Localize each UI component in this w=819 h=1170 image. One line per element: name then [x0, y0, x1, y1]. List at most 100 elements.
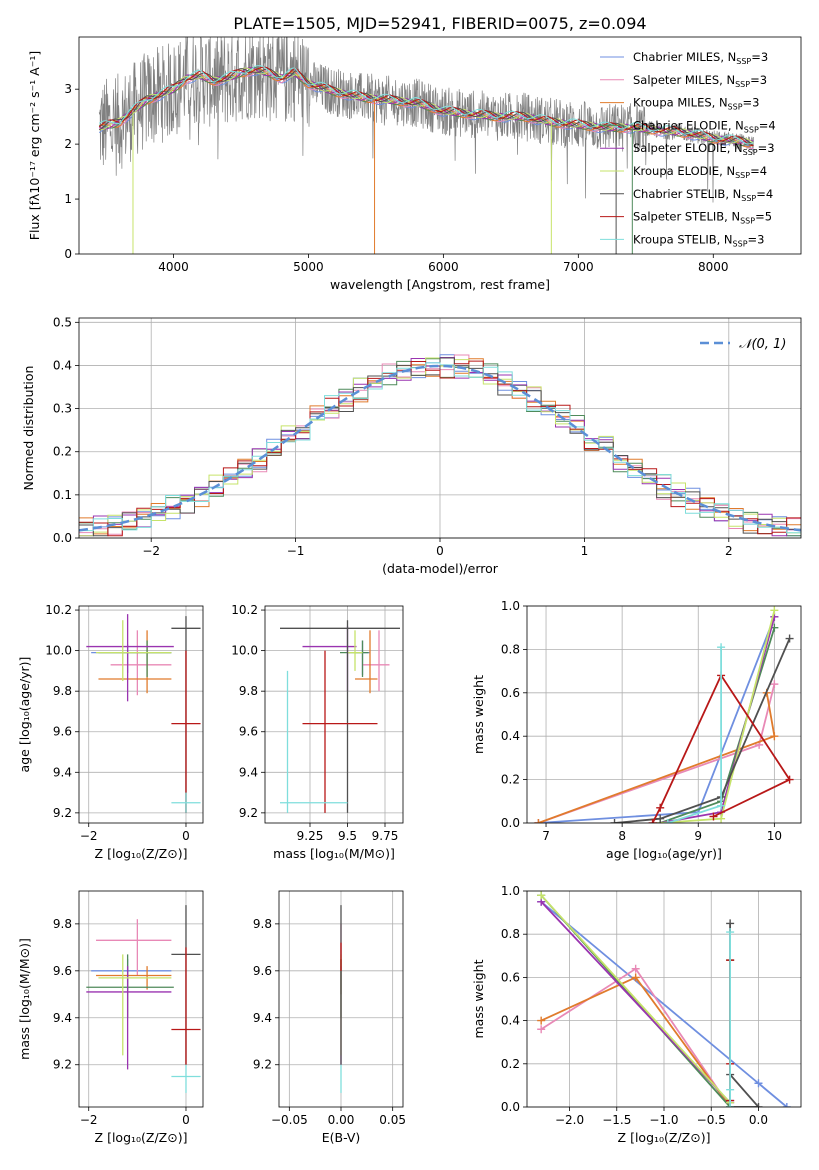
weight-marker: [610, 819, 619, 823]
x-tick-label: 4000: [158, 260, 189, 274]
y-tick-label: 0.3: [53, 402, 72, 416]
x-tick-label: −0.5: [697, 1113, 726, 1127]
x-tick-label: −1: [287, 544, 305, 558]
x-tick-label: 7000: [563, 260, 594, 274]
y-axis-label: Flux [fλ10⁻¹⁷ erg cm⁻² s⁻¹ A⁻¹]: [27, 51, 42, 240]
weight-marker: [648, 819, 657, 823]
y-tick-label: 9.6: [239, 725, 258, 739]
legend-entry: Salpeter STELIB, NSSP=5: [633, 210, 772, 226]
y-tick-label: 9.4: [239, 765, 258, 779]
y-tick-label: 9.6: [53, 725, 72, 739]
y-axis-label: mass [log₁₀(M/M⊙)]: [17, 938, 32, 1060]
legend-model-name: Salpeter MILES, N: [633, 73, 735, 87]
y-tick-label: 0.5: [53, 315, 72, 329]
y-tick-label: 0.2: [501, 1057, 520, 1071]
weight-marker: [537, 1025, 546, 1034]
axes-frame-group: 7 8 9 10 0.0 0.2 0.4 0.6 0.8 1.0 age [log₁₀(age/yr…: [471, 599, 802, 861]
legend-subscript: SSP: [740, 217, 755, 226]
weight-marker: [709, 812, 718, 821]
y-tick-label: 10.0: [231, 644, 258, 658]
y-tick-label: 9.2: [253, 1058, 272, 1072]
weight-marker: [785, 634, 794, 643]
legend-subscript: SSP: [735, 171, 750, 180]
x-tick-label: −1.0: [649, 1113, 678, 1127]
axes-mass_vs_EBV: −0.05 0.00 0.05 9.2 9.4 9.6 9.8 E(B-V): [253, 890, 406, 1145]
x-tick-label: 0.0: [749, 1113, 768, 1127]
normal-reference-curve: [79, 364, 801, 532]
legend-model-name: Chabrier STELIB, N: [633, 187, 741, 201]
y-tick-label: 1: [64, 192, 72, 206]
y-tick-label: 0.6: [501, 970, 520, 984]
y-axis-label: Normed distribution: [21, 366, 36, 491]
axes-frame-group: 9.25 9.5 9.75 9.2 9.4 9.6 9.8 10.0 10.2 mass [log…: [231, 603, 404, 861]
weight-marker: [770, 732, 779, 741]
axes-frame-group: 4000 5000 6000 7000 8000 0 1 2 3 wavelength [Angs…: [27, 36, 802, 292]
weight-marker: [754, 1103, 763, 1107]
x-tick-label: −1.5: [602, 1113, 631, 1127]
y-tick-label: 0: [64, 247, 72, 261]
legend-subscript: SSP: [744, 125, 759, 134]
axes-mass_vs_Z: −2 0 9.2 9.4 9.6 9.8 Z [log₁₀(Z/Z⊙)] mass [log₁…: [17, 890, 204, 1145]
y-tick-label: 9.2: [53, 806, 72, 820]
axes-spectrum: 4000 5000 6000 7000 8000 0 1 2 3 wavelength [Angs…: [27, 36, 802, 292]
y-tick-label: 10.2: [231, 603, 258, 617]
y-tick-label: 1.0: [501, 599, 520, 613]
y-tick-label: 0.6: [501, 686, 520, 700]
y-tick-label: 9.2: [53, 1058, 72, 1072]
legend-nssp: =4: [756, 187, 773, 201]
plot-area: [537, 891, 791, 1107]
x-tick-label: 0.05: [379, 1113, 406, 1127]
legend-model-name: Kroupa MILES, N: [633, 96, 728, 110]
y-tick-label: 9.4: [53, 765, 72, 779]
y-tick-label: 9.8: [253, 917, 272, 931]
plot-area: [86, 614, 201, 813]
axes-frame-group: −0.05 0.00 0.05 9.2 9.4 9.6 9.8 E(B-V): [253, 890, 406, 1145]
y-axis-label: mass weight: [471, 675, 486, 754]
legend-subscript: SSP: [735, 80, 750, 89]
plot-area: [79, 354, 801, 537]
weight-line: [540, 901, 788, 1107]
x-axis-label: mass [log₁₀(M/M⊙)]: [273, 846, 395, 861]
y-tick-label: 9.8: [53, 917, 72, 931]
x-tick-label: −2: [80, 1113, 98, 1127]
y-tick-label: 9.8: [53, 684, 72, 698]
y-tick-label: 0.8: [501, 927, 520, 941]
x-tick-label: 9.5: [338, 829, 357, 843]
legend-model-name: Kroupa STELIB, N: [633, 232, 733, 246]
legend-model-name: Salpeter ELODIE, N: [633, 141, 743, 155]
x-tick-label: 0: [182, 829, 190, 843]
x-tick-label: 0: [182, 1113, 190, 1127]
y-tick-label: 0.4: [53, 358, 72, 372]
weight-marker: [631, 973, 640, 982]
weight-marker: [726, 1103, 735, 1107]
weight-line: [614, 638, 791, 823]
x-tick-label: 7: [542, 829, 550, 843]
x-tick-label: 0.00: [328, 1113, 355, 1127]
axes-residuals: −2 −1 0 1 2 0.0 0.1 0.2 0.3 0.4 0.5 (data-model)/er…: [21, 315, 802, 576]
plot-area: [534, 606, 794, 823]
legend-model-name: Chabrier ELODIE, N: [633, 118, 744, 132]
y-tick-label: 0.2: [53, 445, 72, 459]
model-spectrum-line: [98, 65, 754, 145]
model-spectrum-line: [99, 67, 754, 145]
y-tick-label: 10.0: [45, 644, 72, 658]
weight-marker: [656, 814, 665, 823]
x-tick-label: 5000: [293, 260, 324, 274]
x-tick-label: 8: [618, 829, 626, 843]
legend-subscript: SSP: [733, 239, 748, 248]
x-tick-label: 6000: [428, 260, 459, 274]
weight-line: [660, 610, 776, 823]
weight-line: [659, 627, 776, 823]
x-axis-label: Z [log₁₀(Z/Z⊙)]: [618, 1130, 711, 1145]
weight-marker: [726, 1085, 735, 1094]
grid: [527, 605, 801, 824]
x-tick-label: 9.25: [297, 829, 324, 843]
weight-marker: [770, 680, 779, 689]
axes-frame-group: −2 −1 0 1 2 0.0 0.1 0.2 0.3 0.4 0.5 (data-model)/er…: [21, 315, 802, 576]
grid: [265, 606, 403, 823]
grid: [527, 890, 801, 1108]
legend-subscript: SSP: [741, 194, 756, 203]
